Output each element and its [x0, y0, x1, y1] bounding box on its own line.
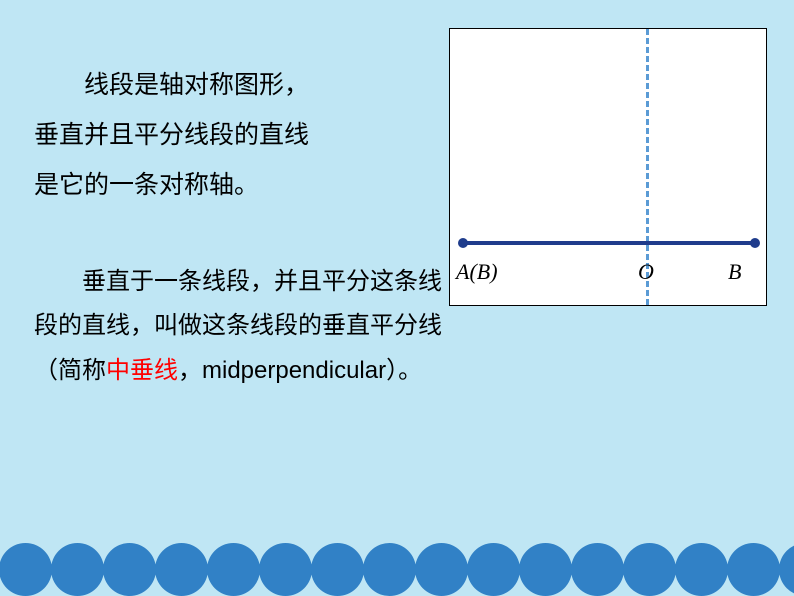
scallop-circle: [415, 543, 468, 596]
scallop-circle: [259, 543, 312, 596]
endpoint-a: [458, 238, 468, 248]
scallop-circle: [519, 543, 572, 596]
paragraph-1: 线段是轴对称图形， 垂直并且平分线段的直线 是它的一条对称轴。: [34, 60, 414, 210]
scallop-circle: [207, 543, 260, 596]
scallop-circle: [0, 543, 52, 596]
scallop-circle: [623, 543, 676, 596]
content-area: 线段是轴对称图形， 垂直并且平分线段的直线 是它的一条对称轴。 垂直于一条线段，…: [0, 0, 794, 540]
scallop-circle: [51, 543, 104, 596]
p2-highlight: 中垂线: [106, 357, 178, 384]
p1-line1: 线段是轴对称图形，: [84, 71, 309, 99]
scallop-circle: [363, 543, 416, 596]
scallop-circle: [727, 543, 780, 596]
paragraph-2: 垂直于一条线段，并且平分这条线段的直线，叫做这条线段的垂直平分线（简称中垂线，m…: [34, 260, 444, 393]
p1-line2: 垂直并且平分线段的直线: [34, 121, 309, 149]
endpoint-b: [750, 238, 760, 248]
scallop-circle: [467, 543, 520, 596]
p1-line3: 是它的一条对称轴。: [34, 171, 259, 199]
scallop-circle: [675, 543, 728, 596]
geometry-figure: A(B) O B: [449, 28, 767, 306]
scallop-circle: [311, 543, 364, 596]
scallop-circle: [103, 543, 156, 596]
scallop-circle: [155, 543, 208, 596]
label-o: O: [638, 259, 654, 285]
slide-page: 线段是轴对称图形， 垂直并且平分线段的直线 是它的一条对称轴。 垂直于一条线段，…: [0, 0, 794, 596]
scallop-circle: [779, 543, 794, 596]
label-b-right: B: [728, 259, 741, 285]
segment-ab: [462, 241, 755, 245]
decorative-scallop-border: [0, 536, 794, 596]
p2-part2: ，midperpendicular）。: [178, 357, 422, 384]
scallop-circle: [571, 543, 624, 596]
label-a-b: A(B): [456, 259, 498, 285]
